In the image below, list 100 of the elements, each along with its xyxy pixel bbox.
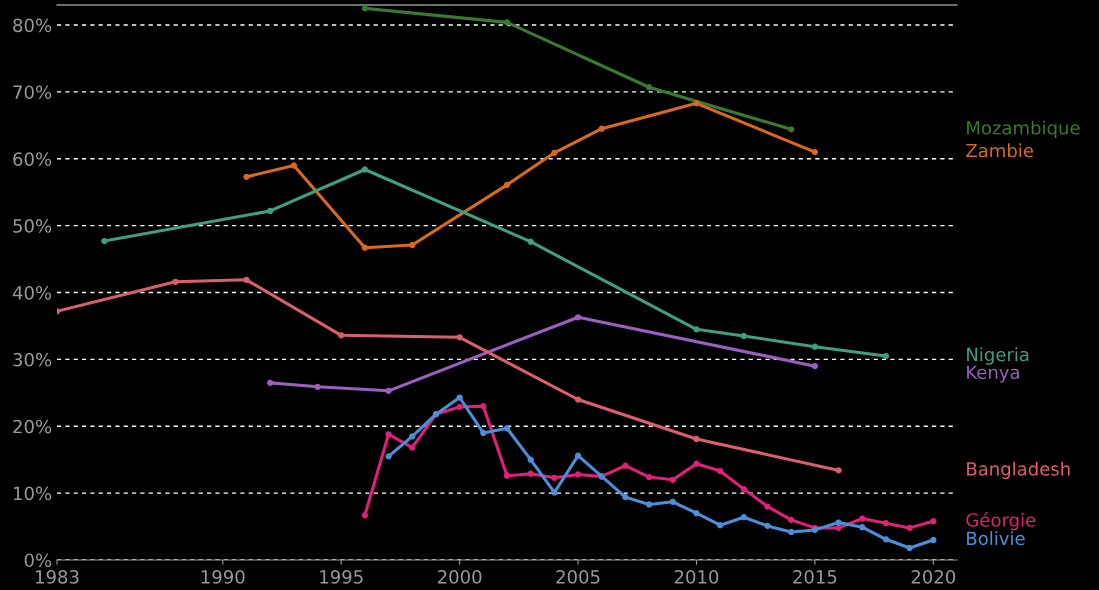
point xyxy=(503,19,511,26)
point xyxy=(906,544,913,552)
point xyxy=(598,125,605,132)
x-tick-label: 1995 xyxy=(320,570,363,584)
point xyxy=(669,476,676,483)
point xyxy=(527,238,534,245)
point xyxy=(622,494,629,501)
point xyxy=(882,536,890,543)
text: Nigeria xyxy=(967,347,1029,365)
point xyxy=(503,472,511,479)
point xyxy=(645,501,653,508)
y-tick-label: 70% xyxy=(13,85,52,100)
point xyxy=(551,149,558,156)
point xyxy=(551,474,558,481)
point xyxy=(480,429,487,437)
point xyxy=(338,332,345,339)
y-tick-label: 40% xyxy=(12,285,52,300)
point xyxy=(385,387,392,394)
point xyxy=(693,326,700,333)
point xyxy=(645,84,653,91)
point xyxy=(835,519,842,526)
point xyxy=(882,352,890,360)
point xyxy=(645,473,653,481)
point xyxy=(361,166,369,173)
series-label: Géorgie xyxy=(966,512,1036,531)
point xyxy=(361,244,369,251)
point xyxy=(243,173,250,180)
point xyxy=(930,518,937,525)
point xyxy=(574,471,582,478)
point xyxy=(385,453,392,460)
text: Zambie xyxy=(966,143,1033,158)
point xyxy=(882,520,890,527)
point xyxy=(788,516,795,524)
x-tick-label: 2015 xyxy=(793,570,837,584)
point xyxy=(409,433,416,440)
point xyxy=(456,403,463,410)
point xyxy=(740,514,747,521)
point xyxy=(503,181,511,188)
point xyxy=(456,394,463,401)
point xyxy=(267,379,274,386)
point xyxy=(409,444,416,451)
point xyxy=(788,528,795,536)
x-tick-label: 1990 xyxy=(201,570,245,584)
point xyxy=(693,460,700,467)
x-tick-label: 2000 xyxy=(437,570,482,584)
point xyxy=(669,498,676,505)
point xyxy=(527,470,534,477)
point xyxy=(574,396,582,403)
point xyxy=(243,276,250,283)
point xyxy=(409,241,416,249)
point xyxy=(622,462,629,469)
y-tick-label: 10% xyxy=(13,486,52,501)
x-tick-label: 2005 xyxy=(556,570,600,584)
point xyxy=(811,148,819,156)
point xyxy=(551,489,558,496)
point xyxy=(314,383,321,390)
point xyxy=(740,332,747,340)
point xyxy=(574,314,582,321)
point xyxy=(717,522,724,529)
point xyxy=(172,278,179,285)
point xyxy=(764,503,771,510)
y-tick-label: 0% xyxy=(24,553,52,568)
y-tick-label: 30% xyxy=(13,352,52,367)
point xyxy=(527,456,534,463)
point xyxy=(764,522,771,530)
point xyxy=(859,515,866,522)
y-tick-label: 60% xyxy=(13,152,52,166)
point xyxy=(361,512,369,519)
point xyxy=(101,237,108,245)
point xyxy=(290,162,297,169)
text: Kenya xyxy=(967,365,1019,383)
text: Mozambique xyxy=(967,120,1080,139)
point xyxy=(835,467,842,474)
y-tick-label: 50% xyxy=(13,219,52,233)
point xyxy=(811,343,819,350)
point xyxy=(740,485,747,493)
point xyxy=(267,207,274,215)
point xyxy=(480,403,487,410)
x-tick-label: 2020 xyxy=(911,570,956,584)
point xyxy=(811,362,819,370)
point xyxy=(930,536,937,544)
point xyxy=(693,510,700,517)
point xyxy=(503,425,511,432)
x-tick-label: 2010 xyxy=(674,570,719,584)
point xyxy=(385,431,392,438)
x-tick-label: 1983 xyxy=(36,570,79,584)
point xyxy=(717,467,724,475)
point xyxy=(693,100,700,107)
point xyxy=(788,126,795,133)
y-tick-label: 20% xyxy=(13,419,52,434)
series-label: Bolivie xyxy=(967,531,1025,546)
point xyxy=(361,5,369,12)
text: Bangladesh xyxy=(967,461,1070,480)
point xyxy=(693,435,700,443)
point xyxy=(835,524,842,532)
point xyxy=(859,524,866,531)
point xyxy=(906,524,913,532)
point xyxy=(574,452,582,459)
point xyxy=(456,334,463,341)
y-tick-label: 80% xyxy=(13,18,52,33)
